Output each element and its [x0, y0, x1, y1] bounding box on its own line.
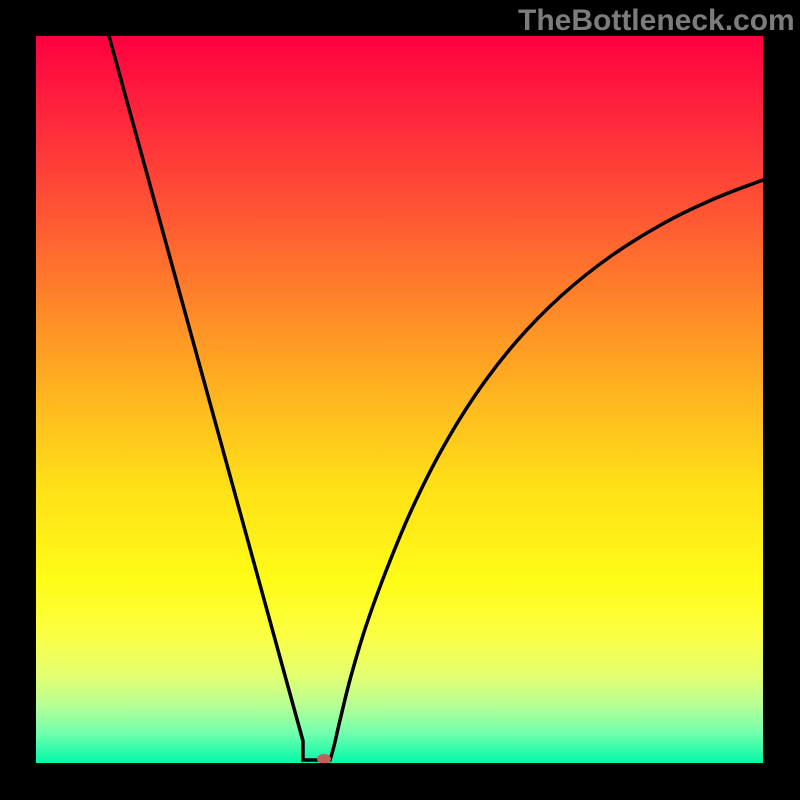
watermark-text: TheBottleneck.com: [518, 4, 795, 38]
curve-right-segment: [330, 180, 763, 760]
trough-marker: [317, 754, 331, 763]
chart-container: TheBottleneck.com: [0, 0, 800, 800]
curve-left-segment: [109, 36, 330, 760]
plot-area: [36, 36, 763, 763]
bottleneck-curve: [36, 36, 763, 763]
